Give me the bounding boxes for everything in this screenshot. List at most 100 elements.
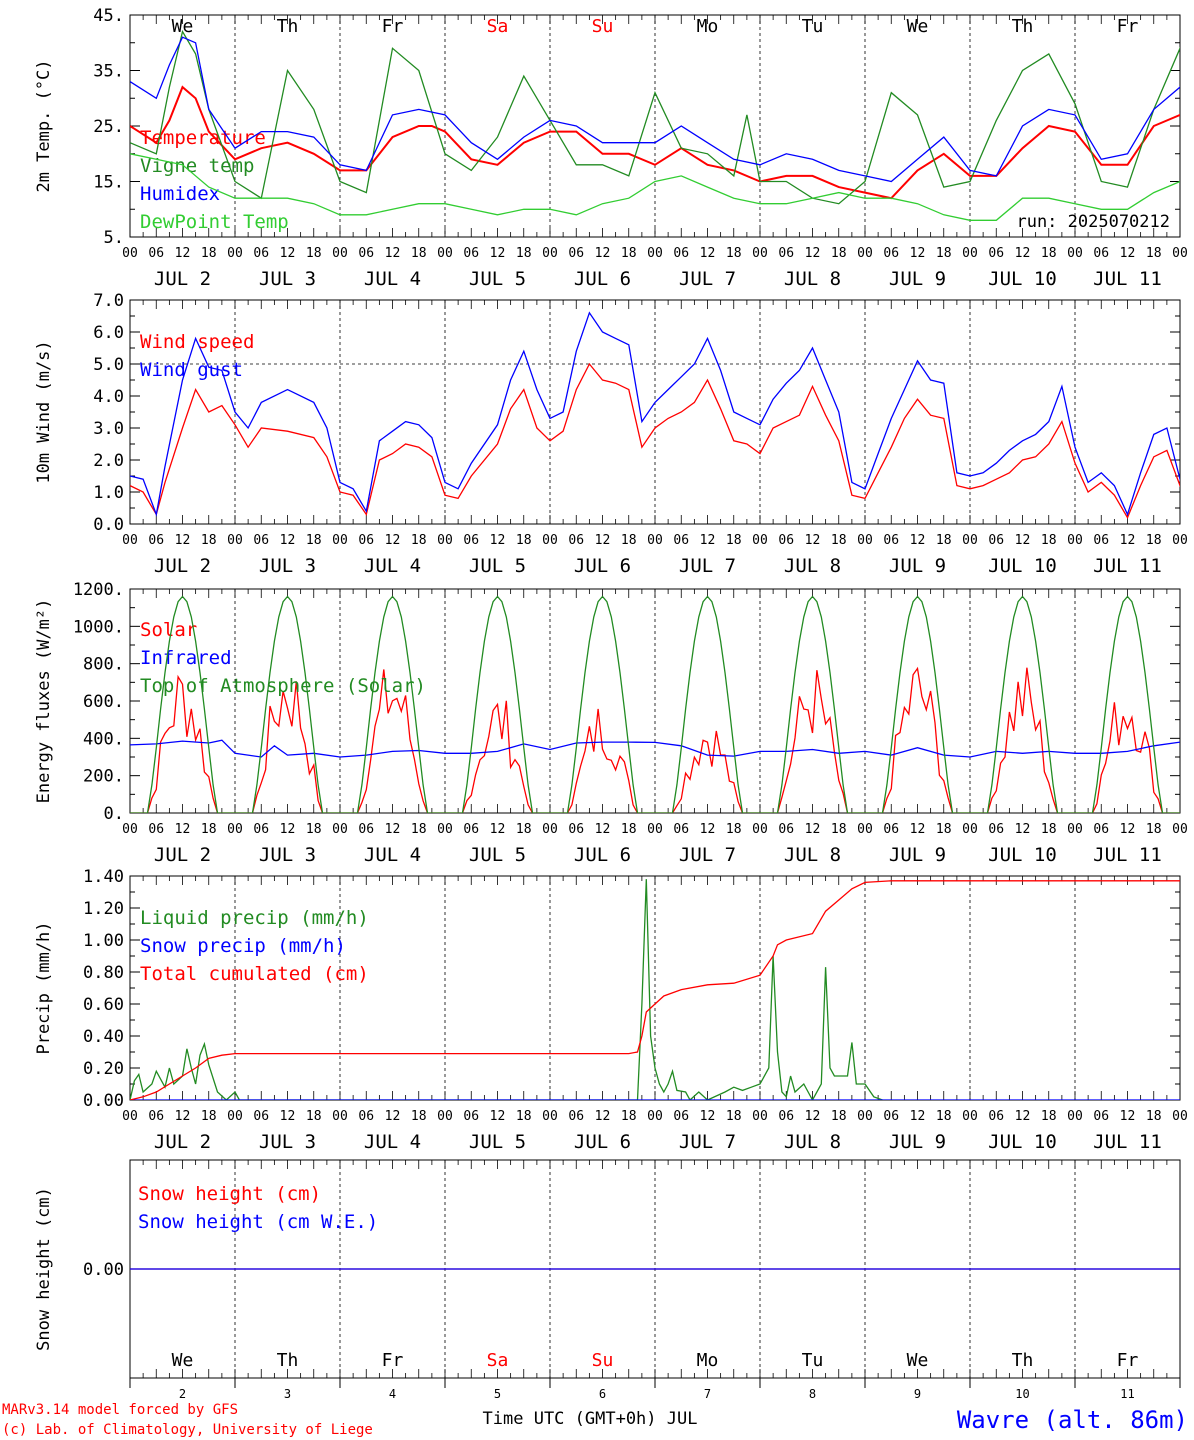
hour-tick-label: 00: [647, 1109, 663, 1124]
date-label: JUL 6: [574, 844, 631, 866]
weekday-label: Sa: [487, 16, 509, 37]
hour-tick-label: 06: [988, 533, 1004, 548]
legend-entry: Snow height (cm W.E.): [138, 1211, 378, 1233]
hour-tick-label: 00: [542, 246, 558, 261]
hour-tick-label: 06: [463, 1109, 479, 1124]
weekday-label: Th: [1012, 16, 1034, 37]
hour-tick-label: 00: [332, 1109, 348, 1124]
hour-tick-label: 18: [201, 246, 217, 261]
date-label: JUL 9: [889, 1131, 946, 1153]
hour-tick-label: 06: [883, 1109, 899, 1124]
weekday-label: Mo: [697, 16, 719, 37]
day-number-label: 2: [179, 1387, 186, 1401]
hour-tick-label: 06: [358, 246, 374, 261]
hour-tick-label: 12: [385, 533, 401, 548]
hour-tick-label: 18: [201, 1109, 217, 1124]
hour-tick-label: 18: [1146, 246, 1162, 261]
date-label: JUL 2: [154, 268, 211, 290]
y-tick-label: 2.0: [93, 451, 124, 471]
date-label: JUL 8: [784, 844, 841, 866]
hour-tick-label: 00: [122, 1109, 138, 1124]
hour-tick-label: 00: [227, 533, 243, 548]
day-number-label: 6: [599, 1387, 606, 1401]
date-label: JUL 11: [1093, 268, 1162, 290]
hour-tick-label: 18: [1041, 533, 1057, 548]
hour-tick-label: 18: [831, 1109, 847, 1124]
hour-tick-label: 00: [437, 1109, 453, 1124]
hour-tick-label: 12: [280, 822, 296, 837]
y-axis-label: 2m Temp. (°C): [34, 59, 54, 192]
legend-entry: Temperature: [140, 127, 266, 149]
hour-tick-label: 12: [595, 1109, 611, 1124]
hour-tick-label: 12: [1015, 533, 1031, 548]
hour-tick-label: 12: [280, 1109, 296, 1124]
x-axis-title: Time UTC (GMT+0h) JUL: [483, 1409, 698, 1429]
date-label: JUL 11: [1093, 1131, 1162, 1153]
date-label: JUL 9: [889, 268, 946, 290]
hour-tick-label: 00: [542, 822, 558, 837]
hour-tick-label: 12: [175, 533, 191, 548]
date-label: JUL 4: [364, 1131, 421, 1153]
hour-tick-label: 00: [437, 822, 453, 837]
hour-tick-label: 18: [516, 1109, 532, 1124]
chart-panels: 5. 15. 25. 35. 45. 2m Temp. (°C) 00 06 12 18 JUL 2…: [34, 6, 1188, 1401]
y-tick-label: 7.0: [93, 291, 124, 311]
date-label: JUL 10: [988, 268, 1057, 290]
legend-entry: DewPoint Temp: [140, 211, 289, 233]
legend-entry: Vigne temp: [140, 155, 254, 177]
hour-tick-label: 18: [1041, 246, 1057, 261]
y-tick-label: 1200.: [73, 580, 124, 600]
hour-tick-label: 18: [516, 533, 532, 548]
hour-tick-label: 18: [306, 533, 322, 548]
y-tick-label: 15.: [93, 173, 124, 193]
y-tick-label: 25.: [93, 117, 124, 137]
weekday-label: Fr: [1117, 16, 1139, 37]
date-label: JUL 2: [154, 844, 211, 866]
y-tick-label: 0.40: [83, 1027, 124, 1047]
series-line: [130, 311, 1180, 517]
hour-tick-label: 18: [621, 533, 637, 548]
y-axis-label: 10m Wind (m/s): [34, 340, 54, 483]
hour-tick-label: 00: [332, 822, 348, 837]
y-tick-label: 5.0: [93, 355, 124, 375]
series-line: [130, 880, 1180, 1100]
hour-tick-label: 06: [568, 533, 584, 548]
weekday-label: Su: [592, 1350, 614, 1371]
hour-tick-label: 12: [805, 1109, 821, 1124]
day-number-label: 3: [284, 1387, 291, 1401]
series-line: [130, 36, 1180, 183]
hour-tick-label: 18: [621, 822, 637, 837]
hour-tick-label: 06: [673, 822, 689, 837]
series-line: [130, 29, 1180, 205]
hour-tick-label: 06: [568, 246, 584, 261]
hour-tick-label: 00: [962, 822, 978, 837]
hour-tick-label: 12: [1120, 533, 1136, 548]
hour-tick-label: 06: [883, 533, 899, 548]
day-number-label: 4: [389, 1387, 396, 1401]
date-label: JUL 10: [988, 1131, 1057, 1153]
hour-tick-label: 18: [306, 246, 322, 261]
hour-tick-label: 18: [936, 1109, 952, 1124]
date-label: JUL 3: [259, 268, 316, 290]
hour-tick-label: 12: [805, 246, 821, 261]
date-label: JUL 8: [784, 1131, 841, 1153]
weekday-label: Mo: [697, 1350, 719, 1371]
date-label: JUL 2: [154, 1131, 211, 1153]
hour-tick-label: 18: [411, 1109, 427, 1124]
weekday-label: We: [172, 1350, 194, 1371]
day-number-label: 8: [809, 1387, 816, 1401]
legend-entry: Liquid precip (mm/h): [140, 907, 369, 929]
weekday-label: Sa: [487, 1350, 509, 1371]
date-label: JUL 2: [154, 555, 211, 577]
hour-tick-label: 12: [700, 822, 716, 837]
legend-entry: Wind gust: [140, 359, 243, 381]
hour-tick-label: 06: [148, 246, 164, 261]
date-label: JUL 6: [574, 555, 631, 577]
hour-tick-label: 06: [778, 246, 794, 261]
plot-frame: [129, 588, 1181, 814]
hour-tick-label: 06: [148, 1109, 164, 1124]
hour-tick-label: 06: [148, 822, 164, 837]
hour-tick-label: 12: [910, 533, 926, 548]
y-tick-label: 4.0: [93, 387, 124, 407]
series-line: [130, 879, 883, 1100]
